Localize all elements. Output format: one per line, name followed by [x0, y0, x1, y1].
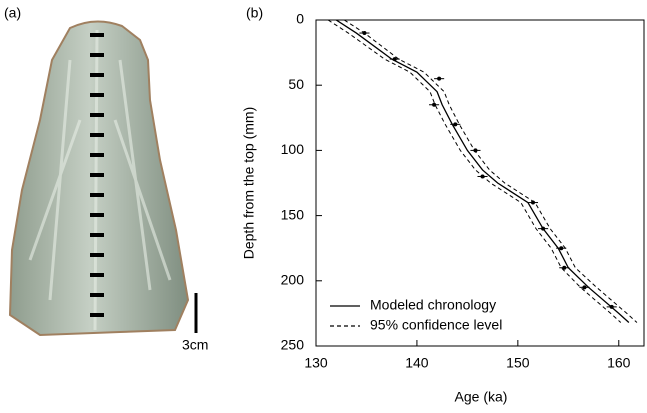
x-tick-label: 160 [607, 355, 631, 371]
plot-frame [315, 19, 645, 347]
y-tick-label: 250 [281, 337, 305, 353]
data-point [453, 122, 458, 127]
data-point [432, 102, 437, 107]
y-tick-label: 200 [281, 272, 305, 288]
legend-label: Modeled chronology [370, 297, 496, 313]
x-tick-label: 150 [506, 355, 530, 371]
y-tick-label: 0 [296, 11, 304, 27]
data-point [530, 200, 535, 205]
data-point [473, 148, 478, 153]
data-point [582, 285, 587, 290]
x-tick-label: 140 [405, 355, 429, 371]
panel-label: (a) [4, 5, 21, 21]
model-line [335, 20, 630, 324]
data-point [541, 226, 546, 231]
x-tick-label: 130 [304, 355, 328, 371]
data-point [362, 31, 367, 36]
y-tick-label: 150 [281, 206, 305, 222]
y-tick-label: 100 [281, 141, 305, 157]
data-point [437, 76, 442, 81]
x-axis-label: Age (ka) [455, 389, 508, 405]
data-point [609, 304, 614, 309]
data-point [392, 57, 397, 62]
data-point [480, 174, 485, 179]
specimen-photo [8, 20, 198, 337]
data-point [559, 246, 564, 251]
y-axis-label: Depth from the top (mm) [241, 107, 257, 260]
legend-label: 95% confidence level [370, 317, 502, 333]
scale-label: 3cm [182, 337, 208, 353]
data-point [562, 265, 567, 270]
y-tick-label: 50 [288, 76, 304, 92]
confidence-line [343, 20, 638, 323]
panel-label: (b) [246, 5, 263, 21]
confidence-line [327, 20, 622, 323]
